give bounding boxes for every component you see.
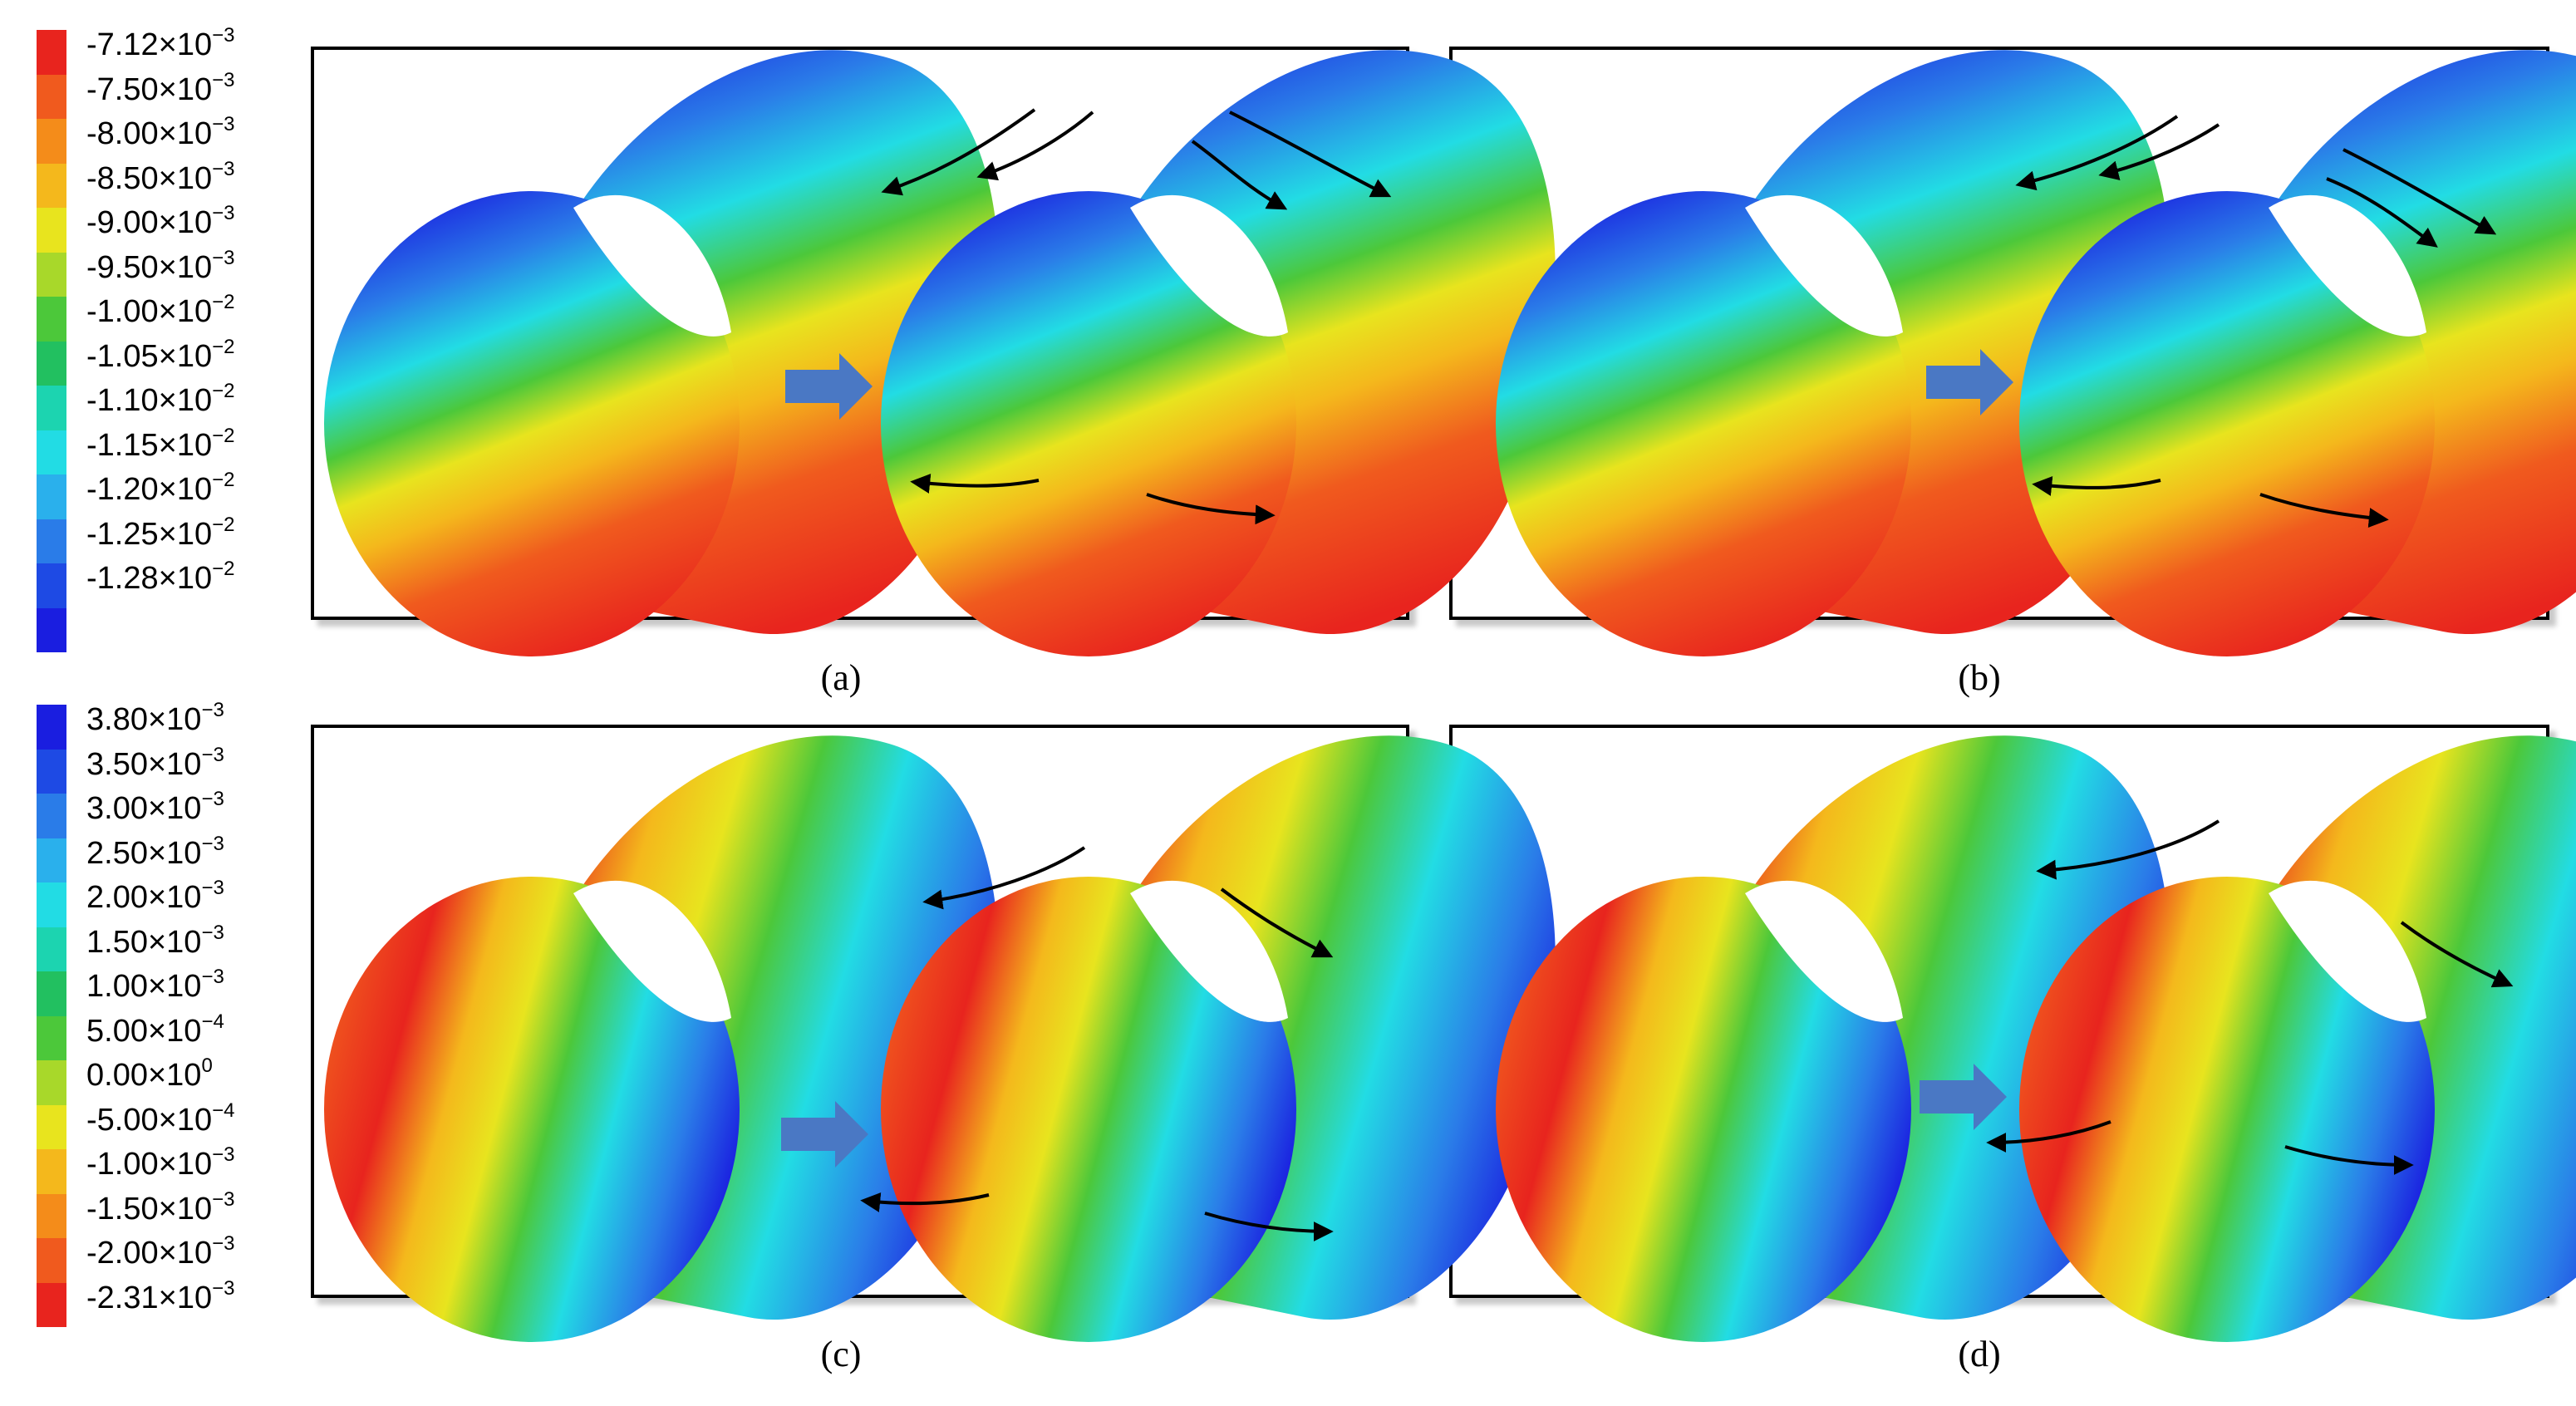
- legend-swatch: [37, 1238, 66, 1283]
- legend-swatch: [37, 927, 66, 971]
- legend-tick-label: -1.05×10−2: [86, 335, 235, 374]
- panel-a-transition-arrow: [785, 353, 873, 420]
- legend-swatch: [37, 1015, 66, 1060]
- legend-tick-label: 3.50×10−3: [86, 743, 224, 782]
- legend-swatch: [37, 607, 66, 652]
- panel-c-transition-arrow: [781, 1101, 868, 1168]
- legend-tick-label: -1.00×10−3: [86, 1143, 235, 1182]
- legend-swatch: [37, 119, 66, 164]
- panel-b-rotation-arrow: [2098, 123, 2220, 180]
- panel-b-rotation-arrow: [2015, 115, 2179, 191]
- legend-tick-label: -2.00×10−3: [86, 1232, 235, 1271]
- caption-d: (d): [1958, 1334, 2001, 1374]
- legend-swatch: [37, 882, 66, 927]
- legend-tick-label: -1.28×10−2: [86, 558, 235, 597]
- panel-c-rotation-arrow: [922, 846, 1086, 910]
- panel-d-transition-arrow: [1920, 1064, 2007, 1130]
- legend-bottom-ticks: 3.80×10−3 3.50×10−3 3.00×10−3 2.50×10−3 2.00…: [86, 698, 234, 1320]
- panel-c-cylinder-right: [881, 735, 1556, 1342]
- legend-swatch: [37, 1149, 66, 1194]
- legend-tick-label: -1.25×10−2: [86, 513, 235, 552]
- legend-tick-label: -9.50×10−3: [86, 246, 235, 285]
- panel-b-transition-arrow: [1926, 349, 2013, 415]
- panel-b-rotation-arrow: [2326, 177, 2438, 248]
- panel-b-rotation-arrow: [2259, 493, 2389, 528]
- legend-swatch: [37, 297, 66, 342]
- legend-swatch: [37, 705, 66, 750]
- legend-tick-label: 0.00×100: [86, 1054, 213, 1094]
- legend-tick-label: -5.00×10−4: [86, 1099, 235, 1138]
- panel-c-rotation-arrow: [1204, 1212, 1334, 1241]
- legend-tick-label: 1.50×10−3: [86, 921, 224, 960]
- panel-c-rotation-arrow: [1220, 887, 1334, 958]
- panel-a-rotation-arrow: [910, 473, 1040, 494]
- legend-tick-label: 2.00×10−3: [86, 877, 224, 916]
- legend-top-ticks: -7.12×10−3 -7.50×10−3 -8.00×10−3 -8.50×10−3…: [86, 23, 234, 602]
- legend-bottom-colorbar: [37, 705, 66, 1327]
- panel-a-rotation-arrow: [1146, 493, 1276, 525]
- legend-tick-label: -1.10×10−2: [86, 380, 235, 419]
- legend-swatch: [37, 74, 66, 119]
- caption-b: (b): [1958, 657, 2001, 698]
- panel-a-cylinder-right: [881, 50, 1556, 656]
- legend-tick-label: 5.00×10−4: [86, 1010, 224, 1049]
- legend-tick-label: -1.20×10−2: [86, 469, 235, 508]
- legend-swatch: [37, 386, 66, 430]
- legend-swatch: [37, 1193, 66, 1238]
- legend-swatch: [37, 208, 66, 253]
- legend-tick-label: -8.00×10−3: [86, 113, 235, 152]
- legend-swatch: [37, 971, 66, 1016]
- legend-swatch: [37, 430, 66, 474]
- panel-d-rotation-arrow: [2400, 921, 2514, 988]
- legend-swatch: [37, 838, 66, 882]
- legend-tick-label: 2.50×10−3: [86, 832, 224, 871]
- panel-b-rotation-arrow: [2342, 148, 2497, 235]
- legend-swatch: [37, 341, 66, 386]
- legend-swatch: [37, 30, 66, 75]
- legend-tick-label: 1.00×10−3: [86, 966, 224, 1005]
- legend-tick-label: -1.15×10−2: [86, 424, 235, 463]
- panel-c-rotation-arrow: [860, 1192, 990, 1212]
- legend-tick-label: 3.80×10−3: [86, 699, 224, 738]
- legend-swatch: [37, 794, 66, 838]
- caption-c: (c): [820, 1334, 862, 1374]
- legend-swatch: [37, 749, 66, 794]
- legend-swatch: [37, 252, 66, 297]
- panel-a-rotation-arrow: [1229, 111, 1392, 198]
- panel-a-rotation-arrow: [1191, 140, 1288, 210]
- legend-swatch: [37, 563, 66, 608]
- panel-d-rotation-arrow: [2284, 1145, 2414, 1175]
- panel-b-rotation-arrow: [2032, 475, 2161, 496]
- legend-tick-label: -8.50×10−3: [86, 157, 235, 196]
- legend-swatch: [37, 1282, 66, 1327]
- panel-a-rotation-arrow: [881, 108, 1036, 196]
- legend-tick-label: 3.00×10−3: [86, 788, 224, 827]
- legend-tick-label: -7.50×10−3: [86, 68, 235, 107]
- legend-tick-label: -9.00×10−3: [86, 202, 235, 241]
- legend-top-colorbar: [37, 30, 66, 652]
- legend-tick-label: -7.12×10−3: [86, 24, 235, 63]
- legend-tick-label: -1.50×10−3: [86, 1187, 235, 1227]
- legend-swatch: [37, 1104, 66, 1149]
- legend-tick-label: -2.31×10−3: [86, 1276, 235, 1315]
- legend-tick-label: -1.00×10−2: [86, 291, 235, 330]
- panel-a-rotation-arrow: [976, 111, 1094, 181]
- legend-swatch: [37, 163, 66, 208]
- legend-swatch: [37, 474, 66, 519]
- legend-swatch: [37, 519, 66, 563]
- legend-swatch: [37, 1060, 66, 1105]
- panel-d-rotation-arrow: [2036, 819, 2220, 880]
- caption-a: (a): [820, 657, 862, 698]
- panel-d-rotation-arrow: [1986, 1120, 2111, 1153]
